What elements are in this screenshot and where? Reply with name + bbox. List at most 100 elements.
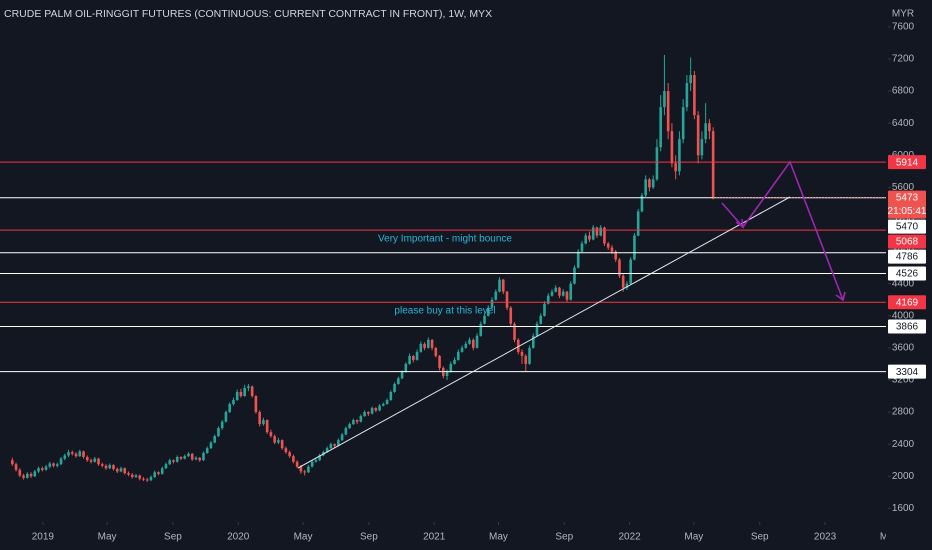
candle-body <box>205 448 209 453</box>
y-tick-label: 1600 <box>892 503 915 514</box>
candle-body <box>415 351 419 360</box>
candle-body <box>108 465 112 469</box>
x-tick-label: Sep <box>751 532 769 543</box>
annotation: Very Important - might bounce <box>378 234 512 245</box>
candle-body <box>400 371 404 379</box>
candle-body <box>494 291 498 300</box>
candle-body <box>445 371 449 376</box>
candle-body <box>696 115 700 156</box>
candle-body <box>138 475 142 479</box>
x-tick-label: Sep <box>360 532 378 543</box>
candle-body <box>78 451 82 457</box>
candle-body <box>531 335 535 348</box>
candle-body <box>374 408 378 411</box>
candle-body <box>329 444 333 449</box>
candle-body <box>449 363 453 372</box>
price-label: 4786 <box>896 252 919 263</box>
candle-body <box>479 323 483 336</box>
candle-body <box>217 428 220 437</box>
y-tick-label: 6400 <box>892 118 915 129</box>
candle-body <box>708 123 711 132</box>
candle-body <box>284 448 288 453</box>
candle-body <box>209 442 213 449</box>
candle-body <box>63 455 67 459</box>
candle-body <box>427 339 430 348</box>
candle-body <box>130 474 134 478</box>
candle-body <box>621 275 625 288</box>
price-label: 4526 <box>896 269 919 280</box>
y-tick-label: 7600 <box>892 22 915 33</box>
candle-body <box>310 461 314 467</box>
annotation: please buy at this level <box>394 306 495 317</box>
candle-body <box>468 339 471 344</box>
price-label: 5068 <box>896 237 919 248</box>
candle-body <box>67 452 70 456</box>
y-tick-label: 2400 <box>892 439 915 450</box>
price-label: 4169 <box>896 297 919 308</box>
candle-body <box>26 473 29 478</box>
candle-body <box>153 472 157 478</box>
x-tick-label: 2021 <box>423 532 446 543</box>
candle-body <box>262 420 265 425</box>
candle-body <box>18 469 22 476</box>
candle-body <box>670 131 674 164</box>
price-label: 5914 <box>896 157 919 168</box>
candle-body <box>280 440 284 449</box>
candle-body <box>314 460 318 462</box>
candle-body <box>149 477 153 481</box>
candle-body <box>247 386 250 388</box>
candle-body <box>82 451 85 458</box>
candle-body <box>595 227 599 236</box>
candle-body <box>299 466 303 472</box>
candle-body <box>232 400 235 405</box>
projection-path <box>721 160 844 301</box>
candle-body <box>486 307 490 316</box>
candle-body <box>666 91 670 132</box>
candle-body <box>573 267 576 284</box>
candle-body <box>513 323 516 340</box>
candle-body <box>228 404 231 413</box>
candle-body <box>565 291 569 300</box>
candle-body <box>187 453 190 457</box>
candle-body <box>85 457 89 461</box>
candle-body <box>194 457 198 460</box>
candle-body <box>318 455 321 461</box>
arrow-head <box>835 291 846 302</box>
candle-body <box>348 424 351 429</box>
candle-body <box>307 466 310 473</box>
candle-body <box>355 420 359 422</box>
candle-body <box>569 283 573 300</box>
price-label: 5470 <box>896 222 919 233</box>
y-tick-label: 3600 <box>892 343 915 354</box>
candle-body <box>644 179 647 196</box>
candle-body <box>599 227 603 236</box>
y-tick-label: 6800 <box>892 86 915 97</box>
candle-body <box>112 465 115 470</box>
candle-body <box>423 343 426 348</box>
candle-body <box>588 235 591 240</box>
candle-body <box>22 475 25 478</box>
candle-body <box>561 291 565 296</box>
candle-body <box>269 432 273 437</box>
price-label-box <box>888 319 926 334</box>
candle-body <box>224 412 228 422</box>
trend-line <box>297 196 791 469</box>
candle-body <box>610 247 614 252</box>
candle-body <box>453 359 456 364</box>
candle-body <box>490 299 494 308</box>
price-label-box <box>888 295 926 310</box>
candle-body <box>127 473 130 475</box>
candle-body <box>636 211 640 236</box>
candle-body <box>640 195 644 212</box>
candle-body <box>213 436 216 443</box>
candle-body <box>292 456 295 462</box>
candle-body <box>265 420 269 433</box>
x-tick-label: May <box>489 532 508 543</box>
candle-body <box>648 179 651 188</box>
candle-body <box>681 107 685 140</box>
candle-body <box>550 291 554 296</box>
price-label: 5473 <box>896 193 919 204</box>
candle-body <box>516 339 520 352</box>
